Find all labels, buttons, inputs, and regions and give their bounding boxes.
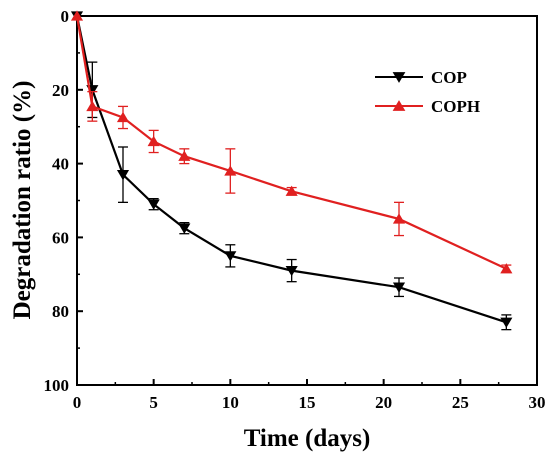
x-tick-label: 20 — [375, 393, 392, 412]
series-layer — [70, 10, 513, 331]
data-point-coph — [147, 135, 160, 147]
series-line-coph — [75, 15, 507, 270]
y-tick-label: 100 — [44, 376, 70, 395]
x-tick-label: 15 — [299, 393, 316, 412]
y-tick-label: 0 — [61, 7, 70, 26]
y-tick-label: 60 — [52, 228, 69, 247]
data-point-cop — [500, 317, 513, 328]
legend-marker-cop — [392, 72, 406, 83]
data-point-coph — [500, 263, 513, 274]
legend-label-coph: COPH — [431, 97, 480, 116]
data-point-cop — [392, 282, 406, 293]
data-point-coph — [224, 165, 237, 176]
data-point-coph — [178, 150, 191, 161]
data-point-cop — [224, 251, 237, 262]
data-point-cop — [178, 223, 191, 234]
data-point-cop — [285, 265, 298, 277]
data-point-cop — [116, 170, 130, 181]
plot-frame — [76, 15, 538, 386]
x-tick-label: 30 — [529, 393, 546, 412]
x-tick-label: 0 — [73, 393, 82, 412]
legend-label-cop: COP — [431, 68, 467, 87]
y-tick-label: 80 — [52, 302, 69, 321]
x-tick-label: 10 — [222, 393, 239, 412]
x-axis-ticks: 0 5 10 15 20 25 30 — [73, 379, 546, 412]
data-point-coph — [392, 213, 406, 224]
data-point-coph — [116, 111, 130, 123]
data-point-cop — [147, 199, 160, 210]
series-cop — [70, 11, 513, 331]
data-point-coph — [86, 100, 99, 112]
y-tick-label: 40 — [52, 155, 69, 174]
x-tick-label: 25 — [452, 393, 469, 412]
x-tick-label: 5 — [149, 393, 158, 412]
plot-border — [76, 15, 538, 386]
y-tick-label: 20 — [52, 81, 69, 100]
data-point-coph — [285, 185, 298, 196]
y-axis-ticks: 0 20 40 60 80 100 — [44, 7, 83, 395]
y-axis-title: Degradation ratio (%) — [9, 81, 36, 320]
data-point-coph — [70, 10, 84, 21]
legend-marker-coph — [392, 100, 406, 111]
series-coph — [70, 10, 513, 274]
x-axis-title: Time (days) — [244, 425, 371, 452]
legend: COP COPH — [375, 68, 480, 116]
